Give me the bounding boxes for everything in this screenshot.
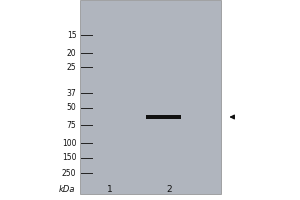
Text: 15: 15	[67, 30, 76, 40]
Text: 75: 75	[67, 120, 76, 130]
Text: 2: 2	[167, 186, 172, 194]
Text: 150: 150	[62, 154, 76, 162]
Text: 37: 37	[67, 88, 76, 98]
Bar	[80, 0, 220, 194]
Text: 100: 100	[62, 138, 76, 148]
Text: 250: 250	[62, 168, 76, 178]
Text: 1: 1	[106, 186, 112, 194]
Bar	[146, 115, 181, 119]
Text: 50: 50	[67, 104, 76, 112]
Text: 25: 25	[67, 62, 76, 72]
Text: kDa: kDa	[58, 186, 75, 194]
Text: 20: 20	[67, 48, 76, 58]
